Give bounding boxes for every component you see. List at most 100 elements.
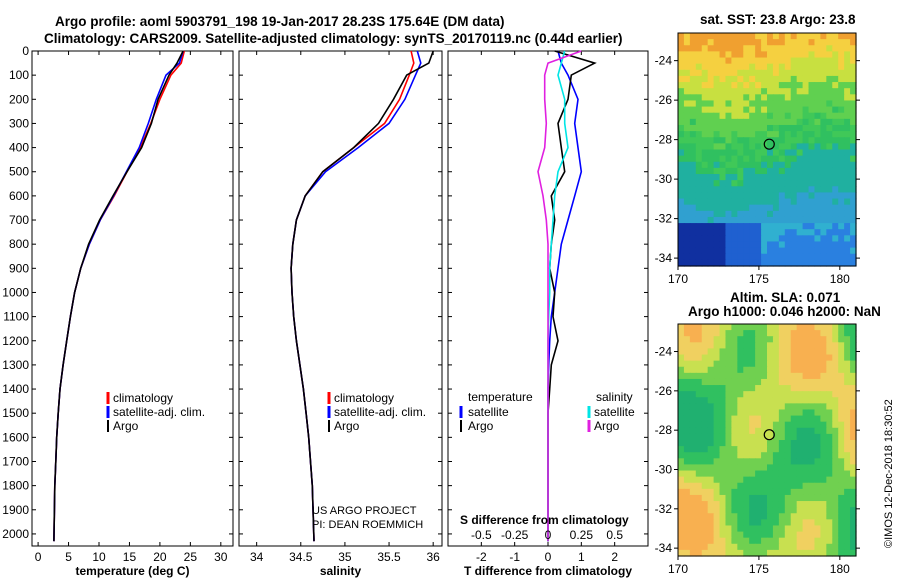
- x-tick-label: 20: [153, 550, 167, 564]
- legend-label: Argo: [594, 419, 620, 433]
- difference-legend: temperature salinity satellite Argo sate…: [459, 390, 635, 433]
- s-diff-tick-label: -0.5: [471, 528, 492, 542]
- y-tick-label: 200: [9, 92, 29, 106]
- y-tick-label: 1300: [2, 358, 29, 372]
- y-tick-label: 0: [22, 44, 29, 58]
- legend-label: satellite: [468, 405, 509, 419]
- x-tick-label: 35: [338, 550, 352, 564]
- y-tick-label: 1900: [2, 503, 29, 517]
- figure-title-line1: Argo profile: aoml 5903791_198 19-Jan-20…: [55, 14, 504, 29]
- temperature-panel: 0100200300400500600700800900100011001200…: [2, 44, 234, 578]
- x-tick-label: 30: [214, 550, 228, 564]
- legend-label: satellite-adj. clim.: [334, 405, 426, 419]
- salinity-legend: climatology satellite-adj. clim. Argo: [327, 391, 426, 433]
- y-tick-label: 900: [9, 261, 29, 275]
- pi-note: PI: DEAN ROEMMICH: [312, 519, 423, 531]
- map-lat-label: -24: [655, 345, 673, 359]
- map-lat-label: -28: [655, 133, 673, 147]
- sla-map-title-line2: Argo h1000: 0.046 h2000: NaN: [688, 304, 881, 319]
- plot-frame: [238, 50, 443, 547]
- map-lon-label: 170: [668, 272, 688, 286]
- y-tick-label: 1800: [2, 479, 29, 493]
- temperature-legend: climatology satellite-adj. clim. Argo: [106, 391, 205, 433]
- x-axis-label: temperature (deg C): [75, 564, 189, 578]
- x-axis-label: T difference from climatology: [464, 564, 632, 578]
- x-tick-label: 1: [578, 550, 585, 564]
- y-tick-label: 1600: [2, 430, 29, 444]
- legend-label: Argo: [334, 419, 360, 433]
- s-diff-tick-label: 0: [545, 528, 552, 542]
- figure-title-line2: Climatology: CARS2009. Satellite-adjuste…: [44, 31, 622, 46]
- map-lon-label: 175: [749, 272, 769, 286]
- y-tick-label: 300: [9, 116, 29, 130]
- y-tick-label: 600: [9, 189, 29, 203]
- y-tick-label: 1700: [2, 454, 29, 468]
- sst-map-title: sat. SST: 23.8 Argo: 23.8: [700, 12, 856, 27]
- y-tick-label: 700: [9, 213, 29, 227]
- map-lat-label: -24: [655, 54, 673, 68]
- y-tick-label: 1200: [2, 334, 29, 348]
- map-lat-label: -34: [655, 251, 673, 265]
- map-lat-label: -28: [655, 423, 673, 437]
- series-line-argo: [290, 50, 434, 542]
- y-tick-label: 1000: [2, 285, 29, 299]
- map-lat-label: -32: [655, 502, 673, 516]
- series-line-argo: [53, 50, 184, 542]
- sst-map: 170 175 180 -24 -26 -28 -30 -32 -34: [655, 32, 860, 286]
- x-tick-label: 36: [426, 550, 440, 564]
- x-tick-label: 0: [545, 550, 552, 564]
- y-tick-label: 1100: [3, 310, 29, 324]
- copyright-stamp: ©IMOS 12-Dec-2018 18:30:52: [883, 399, 895, 548]
- project-note: US ARGO PROJECT: [312, 505, 417, 517]
- profile-location-marker: [763, 138, 775, 150]
- legend-label: satellite: [594, 405, 635, 419]
- x-tick-label: 25: [184, 550, 198, 564]
- profile-location-marker: [763, 429, 775, 441]
- legend-label: climatology: [113, 391, 173, 405]
- series-line-argo: [547, 50, 597, 542]
- y-tick-label: 400: [9, 141, 29, 155]
- x-tick-label: -2: [476, 550, 487, 564]
- series-line-climatology: [290, 50, 415, 542]
- x-axis-label: salinity: [320, 564, 362, 578]
- legend-label: Argo: [113, 419, 139, 433]
- x-tick-label: 35.5: [377, 550, 401, 564]
- legend-label: Argo: [468, 419, 494, 433]
- salinity-panel: 34 34.5 35 35.5 36 salinity: [238, 50, 443, 578]
- map-lon-label: 180: [830, 272, 850, 286]
- y-tick-label: 800: [9, 237, 29, 251]
- map-lon-label: 180: [830, 562, 850, 576]
- y-tick-label: 1500: [2, 406, 29, 420]
- legend-salinity-header: salinity: [596, 390, 633, 404]
- s-diff-tick-label: 0.5: [606, 528, 623, 542]
- y-tick-label: 2000: [2, 527, 29, 541]
- s-diff-tick-label: -0.25: [501, 528, 529, 542]
- map-lon-label: 175: [749, 562, 769, 576]
- s-diff-ticks: -0.5 -0.25 0 0.25 0.5: [471, 528, 623, 542]
- s-diff-tick-label: 0.25: [570, 528, 594, 542]
- x-tick-label: 5: [65, 550, 72, 564]
- x-tick-label: 15: [123, 550, 137, 564]
- sla-map-title-line1: Altim. SLA: 0.071: [730, 290, 841, 305]
- difference-panel: -2 -1 0 1 2T difference from climatology: [447, 50, 649, 578]
- map-frame: [677, 323, 857, 557]
- map-frame: [677, 32, 857, 267]
- x-tick-label: -1: [509, 550, 520, 564]
- map-lat-label: -26: [655, 93, 673, 107]
- s-diff-title: S difference from climatology: [460, 513, 629, 527]
- map-lat-label: -30: [655, 172, 673, 186]
- series-line-salinity-argo: [537, 50, 582, 542]
- y-tick-label: 100: [9, 68, 29, 82]
- legend-label: climatology: [334, 391, 394, 405]
- sla-map: 170 175 180 -24 -26 -28 -30 -32 -34: [655, 323, 860, 576]
- x-tick-label: 2: [611, 550, 618, 564]
- x-tick-label: 10: [92, 550, 106, 564]
- x-tick-label: 34.5: [289, 550, 313, 564]
- plot-frame: [31, 50, 234, 547]
- y-tick-label: 1400: [2, 382, 29, 396]
- x-tick-label: 0: [35, 550, 42, 564]
- map-lon-label: 170: [668, 562, 688, 576]
- map-lat-label: -32: [655, 212, 673, 226]
- legend-temperature-header: temperature: [468, 390, 533, 404]
